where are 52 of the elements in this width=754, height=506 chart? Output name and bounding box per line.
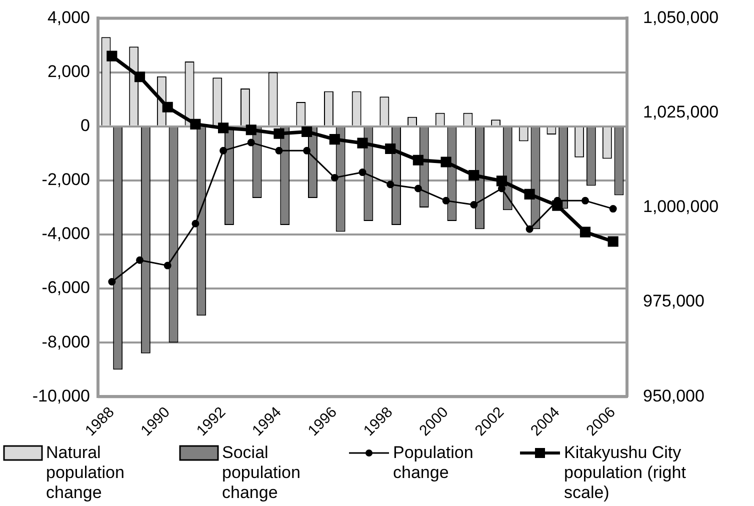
y2-tick-label: 1,025,000 bbox=[643, 102, 719, 122]
point bbox=[412, 154, 424, 166]
point bbox=[470, 200, 478, 208]
point bbox=[330, 174, 338, 182]
y2-tick-label: 975,000 bbox=[643, 292, 704, 311]
point bbox=[580, 226, 591, 238]
point bbox=[134, 72, 146, 82]
point bbox=[164, 262, 172, 270]
point bbox=[358, 168, 366, 176]
point bbox=[162, 102, 173, 112]
y-tick-label: -4,000 bbox=[42, 224, 90, 244]
y-tick-label: -2,000 bbox=[42, 170, 90, 190]
y-tick-label: -10,000 bbox=[32, 386, 90, 406]
y2-tick-label: 1,050,000 bbox=[643, 8, 719, 27]
y-tick-label: 4,000 bbox=[47, 8, 90, 27]
y-tick-label: 0 bbox=[80, 116, 90, 136]
point bbox=[192, 220, 200, 228]
point bbox=[218, 122, 229, 134]
y-tick-label: 2,000 bbox=[47, 62, 90, 81]
point bbox=[274, 128, 284, 139]
point bbox=[442, 196, 450, 204]
point bbox=[247, 138, 255, 146]
point bbox=[526, 225, 534, 233]
point bbox=[190, 118, 201, 130]
point bbox=[440, 156, 452, 168]
point bbox=[136, 256, 144, 264]
point bbox=[386, 180, 394, 188]
point bbox=[414, 184, 422, 192]
legend-label: Social population change bbox=[222, 443, 302, 503]
point bbox=[275, 146, 283, 154]
point bbox=[496, 176, 507, 186]
legend-label: Kitakyushu City population (right scale) bbox=[564, 443, 687, 503]
legend-label: Natural population change bbox=[46, 443, 126, 503]
point bbox=[329, 134, 340, 145]
point bbox=[220, 146, 228, 154]
point bbox=[302, 126, 312, 138]
point bbox=[106, 50, 118, 62]
y-tick-label: -6,000 bbox=[42, 278, 90, 298]
y-tick-label: -8,000 bbox=[42, 332, 90, 352]
point bbox=[357, 138, 368, 148]
point bbox=[581, 196, 589, 204]
point bbox=[524, 188, 535, 200]
point bbox=[385, 143, 396, 154]
y2-tick-label: 1,000,000 bbox=[643, 197, 719, 216]
y2-tick-label: 950,000 bbox=[643, 386, 704, 406]
point bbox=[609, 205, 617, 213]
point bbox=[303, 146, 311, 154]
point bbox=[108, 278, 116, 286]
legend-label: Population change bbox=[393, 443, 474, 483]
point bbox=[246, 124, 256, 136]
point bbox=[468, 170, 480, 181]
point bbox=[608, 236, 618, 247]
